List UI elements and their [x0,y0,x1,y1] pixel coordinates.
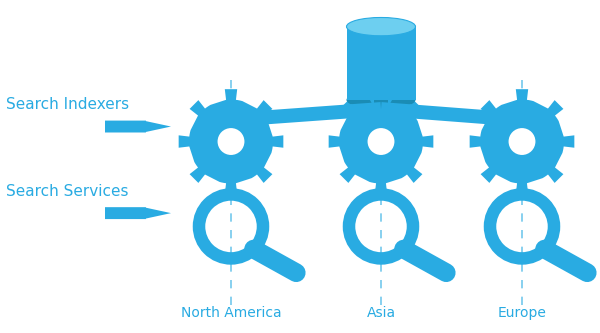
Text: Asia: Asia [367,306,395,320]
Polygon shape [105,121,171,133]
Polygon shape [470,89,574,194]
Polygon shape [369,98,393,120]
Polygon shape [105,207,171,219]
Polygon shape [380,102,522,130]
Ellipse shape [347,17,415,36]
Ellipse shape [218,128,244,155]
Polygon shape [231,102,382,130]
Ellipse shape [509,128,535,155]
Text: Search Indexers: Search Indexers [6,97,129,113]
Polygon shape [179,89,283,194]
Text: Search Services: Search Services [6,184,128,199]
Text: Europe: Europe [497,306,547,320]
Bar [347,27,415,100]
Ellipse shape [347,91,415,109]
Polygon shape [329,89,433,194]
Text: North America: North America [181,306,281,320]
Ellipse shape [368,128,394,155]
